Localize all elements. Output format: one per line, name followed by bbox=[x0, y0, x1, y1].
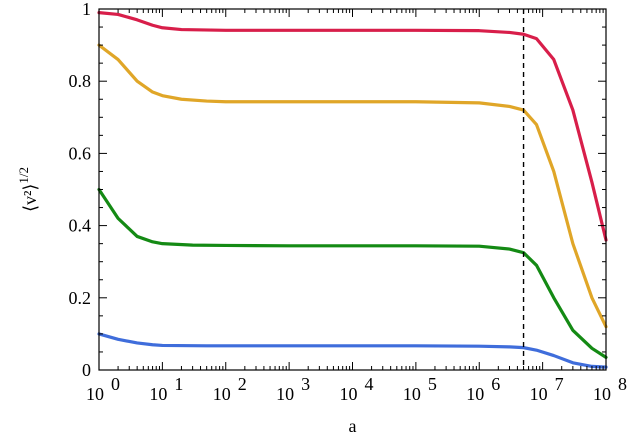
y-tick-label: 0.2 bbox=[69, 288, 92, 308]
series-line-4 bbox=[97, 332, 608, 369]
x-tick-exponent: 5 bbox=[428, 374, 437, 394]
x-tick-labels: 10 0 10 1 10 2 10 3 10 4 10 5 10 6 10 7 10 8 bbox=[86, 374, 627, 404]
y-tick-label: 0.6 bbox=[69, 143, 92, 163]
tick-layer bbox=[98, 8, 607, 371]
y-axis-title: ⟨v²⟩1/2 bbox=[16, 167, 40, 212]
series-line-1 bbox=[97, 11, 608, 242]
y-tick-label: 0.4 bbox=[69, 216, 92, 236]
x-tick-label: 10 bbox=[403, 384, 421, 404]
x-tick-exponent: 3 bbox=[301, 374, 310, 394]
x-tick-label: 10 bbox=[149, 384, 167, 404]
x-tick-label: 10 bbox=[340, 384, 358, 404]
x-tick-label: 10 bbox=[593, 384, 611, 404]
series-line-3 bbox=[97, 187, 608, 359]
x-tick-exponent: 6 bbox=[491, 374, 500, 394]
plot-frame bbox=[98, 8, 607, 371]
x-tick-exponent: 0 bbox=[111, 374, 120, 394]
x-tick-label: 10 bbox=[213, 384, 231, 404]
x-tick-exponent: 1 bbox=[174, 374, 183, 394]
x-tick-label: 10 bbox=[466, 384, 484, 404]
y-tick-label: 0.8 bbox=[69, 71, 92, 91]
x-tick-exponent: 8 bbox=[618, 374, 627, 394]
x-tick-exponent: 4 bbox=[365, 374, 374, 394]
series-layer bbox=[97, 11, 608, 369]
x-tick-label: 10 bbox=[276, 384, 294, 404]
x-tick-exponent: 7 bbox=[555, 374, 564, 394]
y-tick-labels: 0 0.2 0.4 0.6 0.8 1 bbox=[69, 0, 92, 380]
y-tick-label: 1 bbox=[82, 0, 91, 19]
x-axis-title: a bbox=[349, 416, 357, 436]
series-line-2 bbox=[97, 43, 608, 329]
x-tick-label: 10 bbox=[530, 384, 548, 404]
x-tick-label: 10 bbox=[86, 384, 104, 404]
x-tick-exponent: 2 bbox=[238, 374, 247, 394]
plot-area bbox=[97, 8, 608, 371]
y-tick-label: 0 bbox=[82, 360, 91, 380]
